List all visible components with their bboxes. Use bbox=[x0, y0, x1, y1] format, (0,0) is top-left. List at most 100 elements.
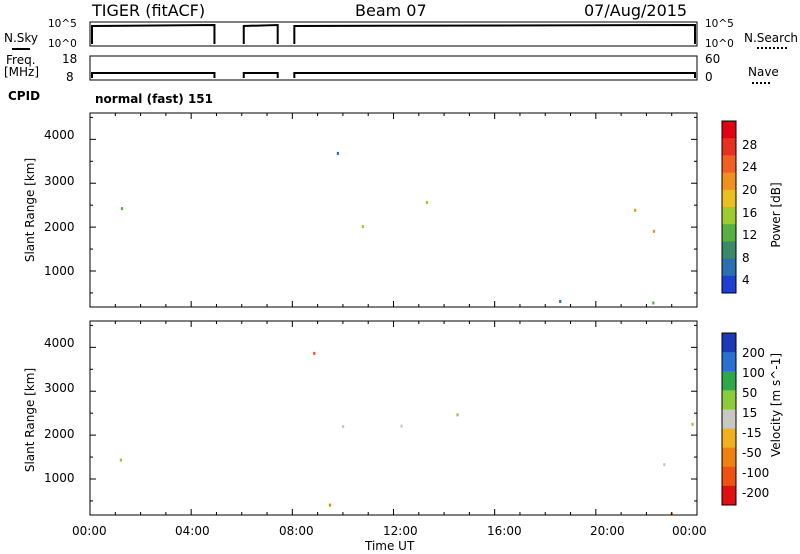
echo-cell bbox=[456, 413, 459, 417]
nsky-tick-bottom: 10^0 bbox=[48, 38, 77, 50]
power-cbar-tick-16: 16 bbox=[742, 206, 758, 220]
colorbar-swatch bbox=[722, 155, 736, 174]
freq-tick-bottom: 8 bbox=[66, 70, 74, 84]
nsky-segment bbox=[242, 23, 279, 44]
vel-cbar-tick-50: 50 bbox=[742, 386, 758, 400]
nsky-underline bbox=[12, 48, 30, 50]
velocity-ytick-1000: 1000 bbox=[44, 471, 75, 485]
power-ytick-1000: 1000 bbox=[44, 264, 75, 278]
nave-dotted bbox=[752, 82, 770, 84]
axis-ticks bbox=[89, 113, 698, 515]
echo-cell bbox=[342, 425, 345, 429]
xtick-1200: 12:00 bbox=[383, 524, 418, 538]
nsky-tick-top: 10^5 bbox=[48, 18, 77, 30]
nsearch-tick-bottom: 10^0 bbox=[705, 38, 734, 50]
velocity-echo-cells bbox=[119, 351, 694, 516]
x-axis-label: Time UT bbox=[365, 539, 415, 553]
power-cbar-tick-4: 4 bbox=[742, 273, 750, 287]
colorbar-swatch bbox=[722, 189, 736, 208]
colorbar-swatch bbox=[722, 333, 736, 353]
echo-cell bbox=[663, 463, 666, 467]
power-ytick-3000: 3000 bbox=[44, 174, 75, 188]
colorbar-frame bbox=[721, 120, 737, 294]
freq-segment bbox=[293, 72, 696, 78]
echo-cell bbox=[691, 422, 694, 426]
colorbar-swatch bbox=[722, 390, 736, 410]
velocity-panel-frame bbox=[89, 320, 698, 516]
echo-cell bbox=[652, 301, 655, 305]
power-colorbar bbox=[721, 120, 737, 294]
echo-cell bbox=[634, 208, 637, 212]
vel-cbar-tick-m50: -50 bbox=[742, 446, 762, 460]
vel-cbar-tick-200: 200 bbox=[742, 346, 765, 360]
nsky-segment bbox=[293, 23, 696, 44]
colorbar-swatch bbox=[722, 241, 736, 260]
freq-label-2: [MHz] bbox=[4, 65, 40, 79]
echo-cell bbox=[559, 300, 562, 303]
velocity-ytick-3000: 3000 bbox=[44, 381, 75, 395]
nave-label: Nave bbox=[748, 65, 779, 79]
echo-cell bbox=[119, 458, 122, 462]
echo-cell bbox=[652, 229, 656, 233]
echo-cell bbox=[400, 424, 403, 428]
echo-cell bbox=[336, 151, 339, 155]
power-cbar-tick-28: 28 bbox=[742, 138, 758, 152]
vel-cbar-tick-m100: -100 bbox=[742, 466, 770, 480]
freq-panel-frame bbox=[89, 55, 698, 81]
colorbar-swatch bbox=[722, 466, 736, 487]
xtick-0800: 08:00 bbox=[279, 524, 314, 538]
velocity-ytick-2000: 2000 bbox=[44, 427, 75, 441]
nsky-panel-frame bbox=[89, 21, 698, 47]
xtick-2400: 00:00 bbox=[672, 524, 707, 538]
xtick-2000: 20:00 bbox=[590, 524, 625, 538]
date-title: 07/Aug/2015 bbox=[584, 1, 688, 20]
freq-tick-top: 18 bbox=[62, 52, 78, 66]
power-cbar-tick-12: 12 bbox=[742, 228, 758, 242]
colorbar-swatch bbox=[722, 138, 736, 156]
vel-cbar-tick-m200: -200 bbox=[742, 486, 770, 500]
velocity-ytick-4000: 4000 bbox=[44, 336, 75, 350]
power-echo-cells bbox=[120, 151, 656, 305]
freq-segment bbox=[242, 72, 279, 78]
power-ytick-4000: 4000 bbox=[44, 128, 75, 142]
nsearch-dotted bbox=[757, 47, 787, 49]
vel-cbar-tick-100: 100 bbox=[742, 366, 765, 380]
power-ytick-2000: 2000 bbox=[44, 220, 75, 234]
nsky-segment bbox=[91, 23, 216, 44]
power-panel-frame bbox=[89, 112, 698, 308]
velocity-colorbar bbox=[721, 332, 737, 506]
colorbar-swatch bbox=[722, 207, 736, 225]
power-cbar-tick-20: 20 bbox=[742, 183, 758, 197]
freq-trace bbox=[91, 72, 696, 78]
colorbar-swatch bbox=[722, 409, 736, 430]
vel-cbar-tick-15: 15 bbox=[742, 406, 758, 420]
echo-cell bbox=[313, 351, 316, 355]
power-cbar-tick-24: 24 bbox=[742, 160, 758, 174]
colorbar-swatch bbox=[722, 447, 736, 468]
colorbar-swatch bbox=[722, 428, 736, 449]
xtick-0400: 04:00 bbox=[175, 524, 210, 538]
colorbar-swatch bbox=[722, 371, 736, 391]
nsky-trace bbox=[91, 23, 696, 44]
beam-title: Beam 07 bbox=[355, 1, 427, 20]
echo-cell bbox=[120, 207, 124, 211]
xtick-0000: 00:00 bbox=[72, 524, 107, 538]
cpid-text: normal (fast) 151 bbox=[95, 92, 213, 106]
echo-cell bbox=[361, 225, 364, 229]
colorbar-swatch bbox=[722, 275, 736, 294]
colorbar-swatch bbox=[722, 224, 736, 242]
colorbar-swatch bbox=[722, 258, 736, 277]
vel-cbar-tick-m15: -15 bbox=[742, 426, 762, 440]
colorbar-frame bbox=[721, 332, 737, 506]
colorbar-swatch bbox=[722, 172, 736, 191]
cpid-label: CPID bbox=[8, 89, 41, 103]
echo-cell bbox=[425, 200, 428, 204]
colorbar-swatch bbox=[722, 485, 736, 506]
freq-label-1: Freq. bbox=[6, 53, 36, 67]
xtick-1600: 16:00 bbox=[487, 524, 522, 538]
nave-tick-bottom: 0 bbox=[705, 70, 713, 84]
radar-title: TIGER (fitACF) bbox=[92, 1, 206, 20]
colorbar-swatch bbox=[722, 352, 736, 372]
nsky-label: N.Sky bbox=[4, 31, 39, 45]
